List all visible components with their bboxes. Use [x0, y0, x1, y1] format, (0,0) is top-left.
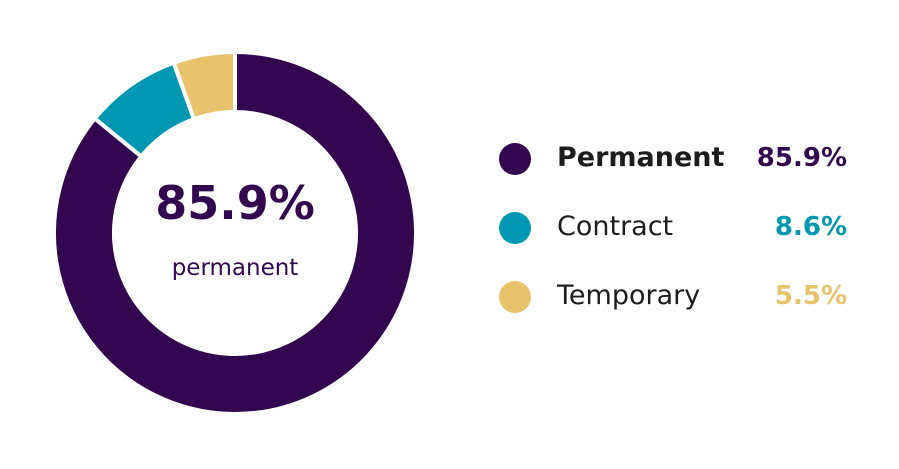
center-label: permanent: [171, 255, 299, 281]
legend-label-temporary: Temporary: [557, 280, 701, 311]
center-value: 85.9%: [155, 176, 315, 230]
legend: Permanent 85.9% Contract 8.6% Temporary …: [499, 140, 851, 347]
legend-item-contract: Contract 8.6%: [499, 209, 851, 278]
donut-slice-temporary: [171, 49, 237, 122]
legend-item-temporary: Temporary 5.5%: [499, 278, 851, 347]
donut-slice-permanent: [52, 49, 418, 416]
legend-value-temporary: 5.5%: [774, 281, 847, 311]
legend-item-permanent: Permanent 85.9%: [499, 140, 851, 209]
legend-swatch-permanent: [499, 143, 531, 175]
legend-swatch-temporary: [499, 281, 531, 313]
legend-swatch-contract: [499, 212, 531, 244]
donut-slices: [52, 49, 418, 416]
legend-label-permanent: Permanent: [557, 142, 725, 173]
legend-label-contract: Contract: [557, 211, 674, 242]
donut-chart: [52, 49, 418, 416]
legend-value-permanent: 85.9%: [756, 143, 847, 173]
legend-value-contract: 8.6%: [774, 212, 847, 242]
